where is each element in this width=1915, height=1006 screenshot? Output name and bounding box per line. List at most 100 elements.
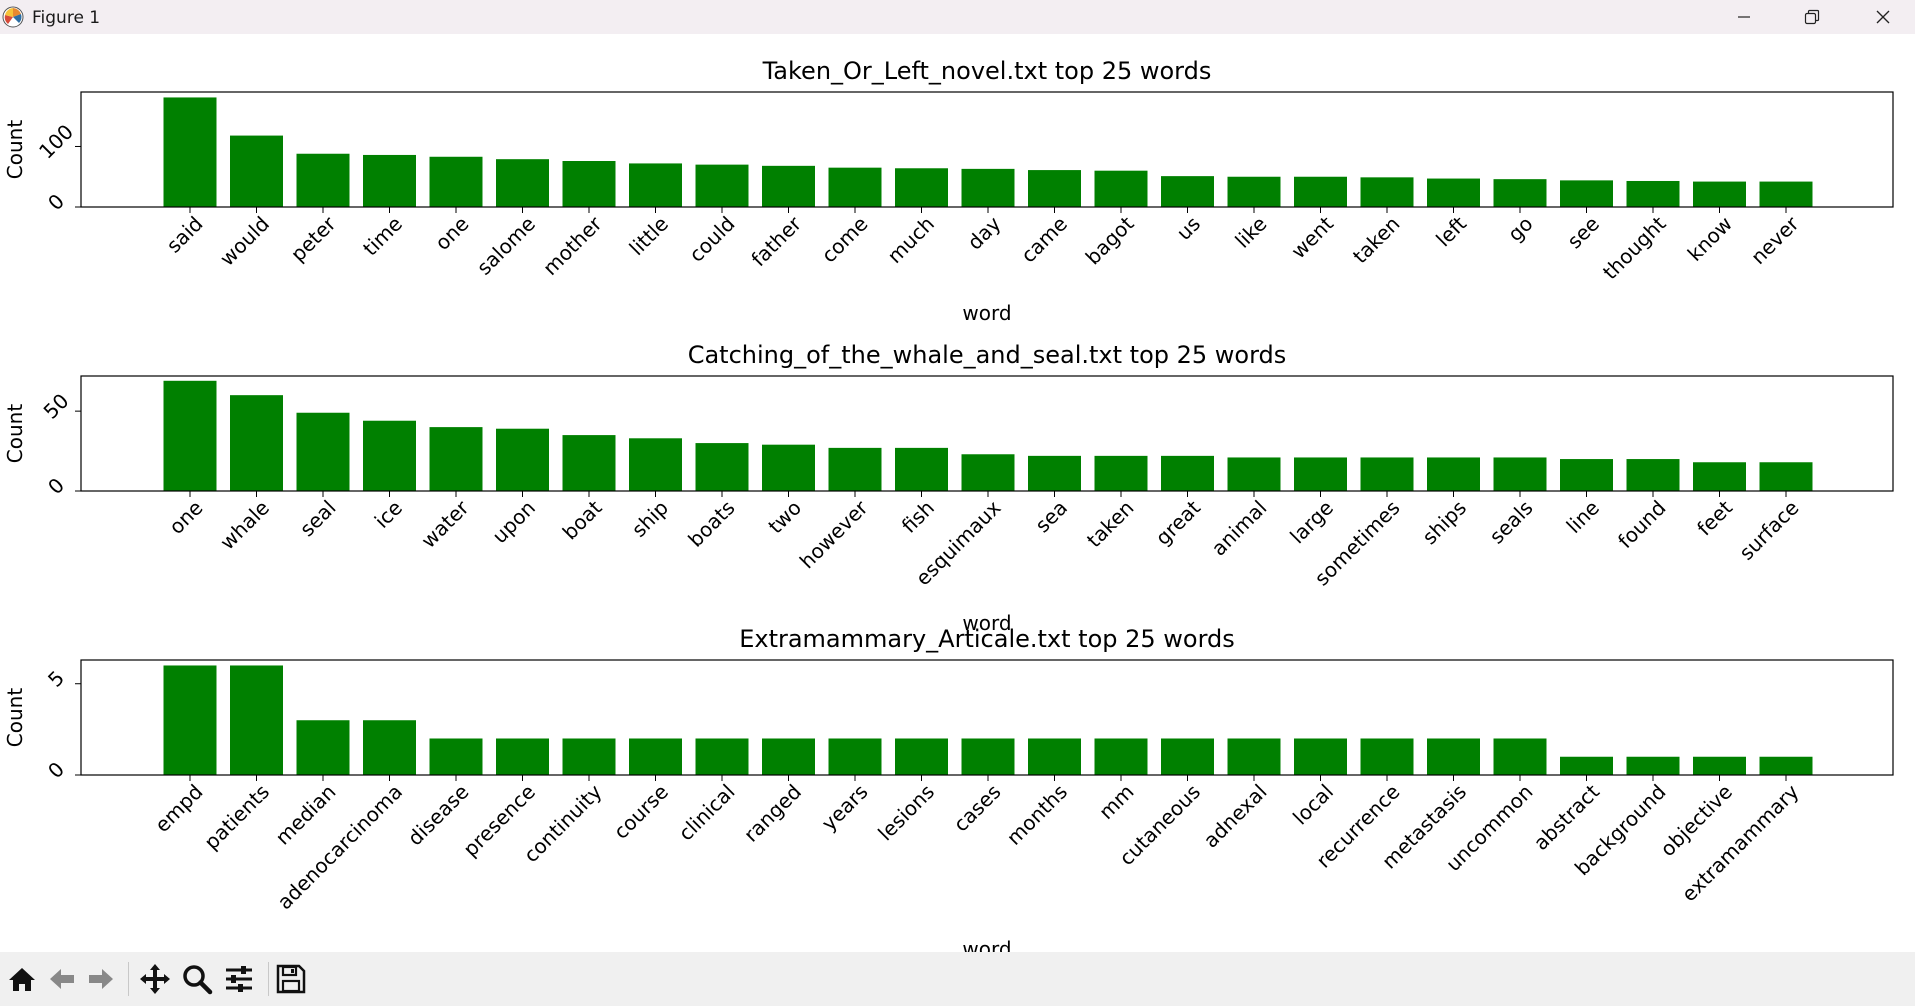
x-tick-label: feet: [1692, 495, 1737, 540]
zoom-icon: [183, 965, 213, 995]
x-tick-label: patients: [199, 780, 274, 855]
bar: [296, 153, 350, 207]
x-tick-label: taken: [1082, 496, 1139, 553]
chart-title: Extramammary_Articale.txt top 25 words: [739, 625, 1235, 653]
x-tick-label: adnexal: [1199, 780, 1272, 853]
home-button[interactable]: [3, 960, 41, 998]
x-tick-label: could: [684, 212, 739, 267]
bar: [296, 412, 350, 491]
pan-button[interactable]: [136, 960, 174, 998]
bar: [562, 738, 616, 775]
x-tick-label: never: [1746, 211, 1804, 269]
restore-button[interactable]: [1780, 0, 1844, 34]
x-tick-label: ice: [370, 496, 407, 533]
close-icon: [1876, 10, 1890, 24]
x-tick-label: one: [164, 496, 207, 539]
zoom-button[interactable]: [178, 960, 216, 998]
bar: [1560, 756, 1613, 775]
window-titlebar: Figure 1: [0, 0, 1915, 34]
x-tick-label: seals: [1485, 496, 1538, 549]
minimize-icon: [1738, 16, 1750, 18]
x-tick-label: father: [746, 211, 806, 271]
bar: [496, 428, 549, 491]
bar: [429, 156, 483, 207]
back-button[interactable]: [43, 960, 81, 998]
x-axis-label: word: [962, 301, 1011, 325]
bar: [1294, 176, 1347, 207]
bar: [1626, 756, 1680, 775]
forward-button[interactable]: [82, 960, 120, 998]
axes-frame: [80, 659, 1894, 776]
minimize-button[interactable]: [1712, 0, 1776, 34]
x-tick-label: months: [1002, 780, 1072, 850]
bar: [1294, 738, 1347, 775]
bar: [762, 165, 815, 207]
x-tick-label: sea: [1030, 496, 1072, 538]
x-tick-label: found: [1613, 496, 1671, 554]
bar: [562, 161, 616, 207]
x-tick-label: salome: [472, 212, 540, 280]
subplot-3: Extramammary_Articale.txt top 25 words 0 5…: [3, 625, 1894, 952]
axes-frame: [80, 375, 1894, 492]
x-tick-label: line: [1562, 496, 1604, 538]
bar: [629, 738, 682, 775]
bar: [1161, 455, 1214, 491]
x-tick-label: boats: [683, 496, 739, 552]
bar: [1427, 457, 1480, 491]
bar: [1493, 738, 1547, 775]
bar: [695, 443, 749, 491]
save-button[interactable]: [272, 960, 310, 998]
bar: [828, 738, 882, 775]
home-icon: [9, 968, 35, 991]
x-tick-label: empd: [150, 780, 207, 837]
bar: [163, 665, 217, 775]
x-tick-label: taken: [1348, 212, 1405, 269]
y-axis-label: Count: [3, 120, 27, 180]
axes-frame: [80, 91, 1894, 208]
x-tick-label: animal: [1207, 496, 1272, 561]
chart-title: Taken_Or_Left_novel.txt top 25 words: [762, 57, 1212, 85]
x-axis-label: word: [962, 937, 1011, 952]
configure-subplots-button[interactable]: [220, 960, 258, 998]
x-tick-label: seal: [295, 496, 341, 542]
close-button[interactable]: [1851, 0, 1915, 34]
figure-canvas[interactable]: Taken_Or_Left_novel.txt top 25 words 0 100…: [0, 34, 1915, 952]
x-tick-label: left: [1431, 211, 1471, 251]
x-tick-label: peter: [286, 211, 341, 266]
bar: [1759, 462, 1813, 491]
bar: [1227, 457, 1281, 491]
bar: [1427, 178, 1480, 207]
bar: [1693, 462, 1746, 491]
save-icon: [276, 964, 306, 994]
bar: [895, 738, 948, 775]
x-tick-label: two: [763, 496, 806, 539]
x-tick-label: fish: [897, 496, 939, 538]
bar: [496, 159, 549, 207]
bar: [1161, 738, 1214, 775]
bar: [1094, 455, 1148, 491]
x-tick-label: clinical: [674, 780, 740, 846]
x-tick-label: local: [1288, 780, 1338, 830]
x-tick-label: went: [1286, 211, 1338, 263]
bar: [961, 738, 1015, 775]
bar: [429, 738, 483, 775]
bar: [629, 163, 682, 207]
subplot-2: Catching_of_the_whale_and_seal.txt top 2…: [3, 341, 1894, 635]
y-tick-label: 50: [39, 389, 74, 424]
bar: [1227, 738, 1281, 775]
x-tick-label: time: [358, 212, 407, 261]
x-tick-label: mother: [538, 211, 607, 280]
x-tick-label: much: [883, 212, 939, 268]
bar: [1626, 459, 1680, 491]
y-tick-label: 0: [43, 189, 69, 215]
y-tick-label: 100: [34, 120, 78, 164]
bar: [1360, 177, 1414, 207]
bar: [695, 164, 749, 207]
x-tick-label: surface: [1734, 496, 1803, 565]
x-tick-label: whale: [215, 496, 274, 555]
bar: [363, 420, 416, 491]
x-tick-label: would: [215, 212, 274, 271]
x-tick-label: mm: [1094, 780, 1139, 825]
x-tick-label: us: [1172, 212, 1205, 245]
y-axis-label: Count: [3, 404, 27, 464]
